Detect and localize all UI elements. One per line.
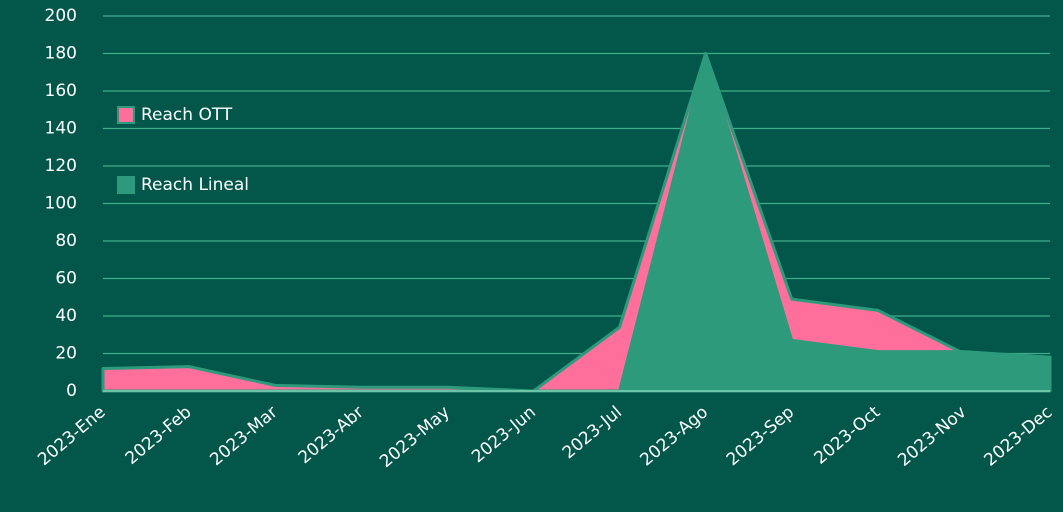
y-tick-label: 0 xyxy=(66,381,77,401)
area xyxy=(101,52,1052,393)
legend-swatch xyxy=(117,106,135,124)
x-tick-label: 2023-Ene xyxy=(34,402,109,470)
legend-swatch xyxy=(117,176,135,194)
x-tick-label: 2023-Oct xyxy=(811,402,885,468)
y-tick-label: 100 xyxy=(45,194,77,214)
y-tick-label: 120 xyxy=(45,156,77,176)
y-tick-label: 160 xyxy=(45,81,77,101)
y-tick-label: 80 xyxy=(55,231,77,251)
y-tick-label: 60 xyxy=(55,269,77,289)
y-tick-label: 180 xyxy=(45,44,77,64)
x-tick-label: 2023-Mar xyxy=(206,402,281,470)
y-tick-label: 40 xyxy=(55,306,77,326)
x-tick-label: 2023-Feb xyxy=(122,402,196,468)
x-tick-label: 2023-Dec xyxy=(981,402,1057,470)
legend-label: Reach OTT xyxy=(141,105,233,125)
x-tick-label: 2023-Jul xyxy=(559,402,626,463)
x-tick-label: 2023-Abr xyxy=(295,402,368,468)
y-tick-label: 200 xyxy=(45,6,77,26)
legend-label: Reach Lineal xyxy=(141,175,249,195)
x-tick-label: 2023-Ago xyxy=(637,402,713,470)
y-tick-label: 20 xyxy=(55,344,77,364)
x-tick-label: 2023-Sep xyxy=(723,402,798,470)
x-tick-label: 2023-Jun xyxy=(468,402,540,467)
y-tick-label: 140 xyxy=(45,119,77,139)
x-tick-label: 2023-Nov xyxy=(894,402,970,470)
x-tick-label: 2023-May xyxy=(376,402,454,472)
